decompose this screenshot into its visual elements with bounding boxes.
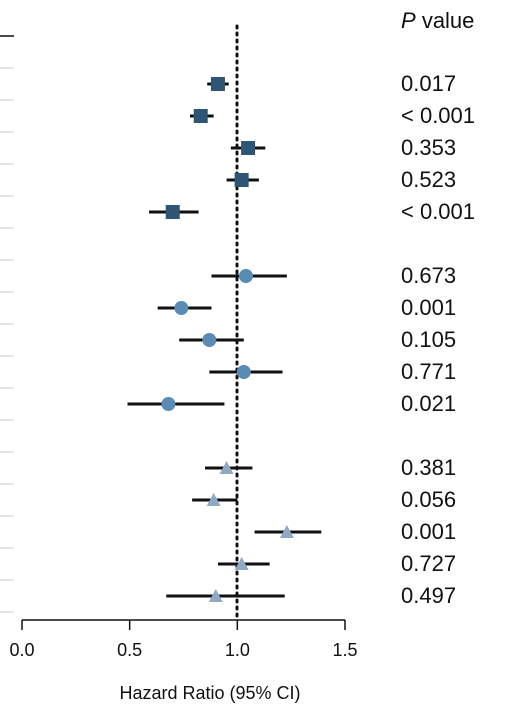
p-value: 0.001 [401, 519, 457, 544]
estimate-row [192, 493, 238, 506]
hazard-ratio-triangle-marker [208, 589, 223, 602]
p-value: 0.056 [401, 487, 457, 512]
hazard-ratio-triangle-marker [206, 493, 221, 506]
hazard-ratio-triangle-marker [234, 557, 249, 570]
hazard-ratio-circle-marker [174, 301, 189, 315]
p-value: 0.497 [401, 583, 457, 608]
x-axis-ticks: 0.0 0.5 1.0 1.5 [9, 620, 358, 660]
p-value: 0.021 [401, 391, 457, 416]
p-value: < 0.001 [401, 199, 476, 224]
row-separator-lines [0, 35, 14, 613]
estimate-row [127, 397, 225, 411]
p-value: 0.727 [401, 551, 457, 576]
x-tick-label: 0.5 [117, 640, 142, 660]
hazard-ratio-square-marker [241, 141, 256, 155]
hazard-ratio-circle-marker [202, 333, 217, 347]
x-tick-label: 0.0 [9, 640, 34, 660]
x-tick-label: 1.0 [225, 640, 250, 660]
estimate-row [179, 333, 244, 347]
hazard-ratio-circle-marker [238, 269, 253, 283]
p-value: 0.771 [401, 359, 457, 384]
p-value: 0.523 [401, 167, 457, 192]
estimate-row [209, 365, 283, 379]
estimate-row [254, 525, 322, 538]
estimate-row [157, 301, 212, 315]
p-value: 0.001 [401, 295, 457, 320]
hazard-ratio-square-marker [193, 109, 208, 123]
estimate-row [211, 269, 287, 283]
p-value: 0.105 [401, 327, 457, 352]
hazard-ratio-circle-marker [161, 397, 176, 411]
estimate-rows [127, 77, 322, 602]
p-value: 0.673 [401, 263, 457, 288]
p-value-column-header: P value [401, 8, 474, 34]
p-value-header-word: value [421, 8, 475, 33]
estimate-row [226, 173, 259, 187]
p-value: < 0.001 [401, 103, 476, 128]
estimate-row [207, 77, 229, 91]
p-value: 0.017 [401, 71, 457, 96]
x-tick-label: 1.5 [332, 640, 357, 660]
estimate-row [217, 557, 270, 570]
p-value: 0.353 [401, 135, 457, 160]
estimate-row [205, 461, 253, 474]
hazard-ratio-triangle-marker [279, 525, 294, 538]
estimate-row [149, 205, 199, 219]
hazard-ratio-square-marker [210, 77, 225, 91]
estimate-row [166, 589, 285, 602]
estimate-row [189, 109, 214, 123]
hazard-ratio-square-marker [165, 205, 180, 219]
p-value: 0.381 [401, 455, 457, 480]
p-value-header-letter: P [401, 8, 416, 33]
hazard-ratio-triangle-marker [219, 461, 234, 474]
hazard-ratio-circle-marker [236, 365, 251, 379]
x-axis-label: Hazard Ratio (95% CI) [119, 683, 301, 703]
estimate-row [230, 141, 266, 155]
hazard-ratio-square-marker [234, 173, 249, 187]
